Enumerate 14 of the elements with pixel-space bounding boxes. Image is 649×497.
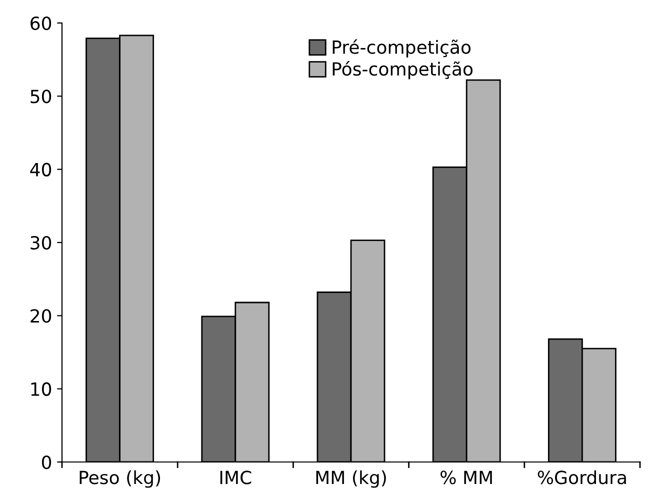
x-tick-label: %Gordura bbox=[538, 470, 626, 484]
y-tick-label: 50 bbox=[30, 90, 52, 104]
legend-label: Pré-competição bbox=[332, 39, 471, 58]
x-tick-label: Peso (kg) bbox=[80, 470, 160, 488]
y-tick-label: 30 bbox=[30, 236, 52, 250]
legend-label: Pós-competição bbox=[332, 61, 473, 80]
x-tick-label: MM (kg) bbox=[316, 470, 386, 488]
y-tick-label: 10 bbox=[31, 382, 52, 396]
y-tick-label: 20 bbox=[30, 309, 52, 323]
y-tick-label: 60 bbox=[30, 16, 52, 30]
y-tick-label: 40 bbox=[30, 162, 52, 176]
y-tick-label: 0 bbox=[42, 455, 52, 470]
x-tick-label: % MM bbox=[440, 470, 492, 484]
x-tick-label: IMC bbox=[220, 470, 252, 484]
